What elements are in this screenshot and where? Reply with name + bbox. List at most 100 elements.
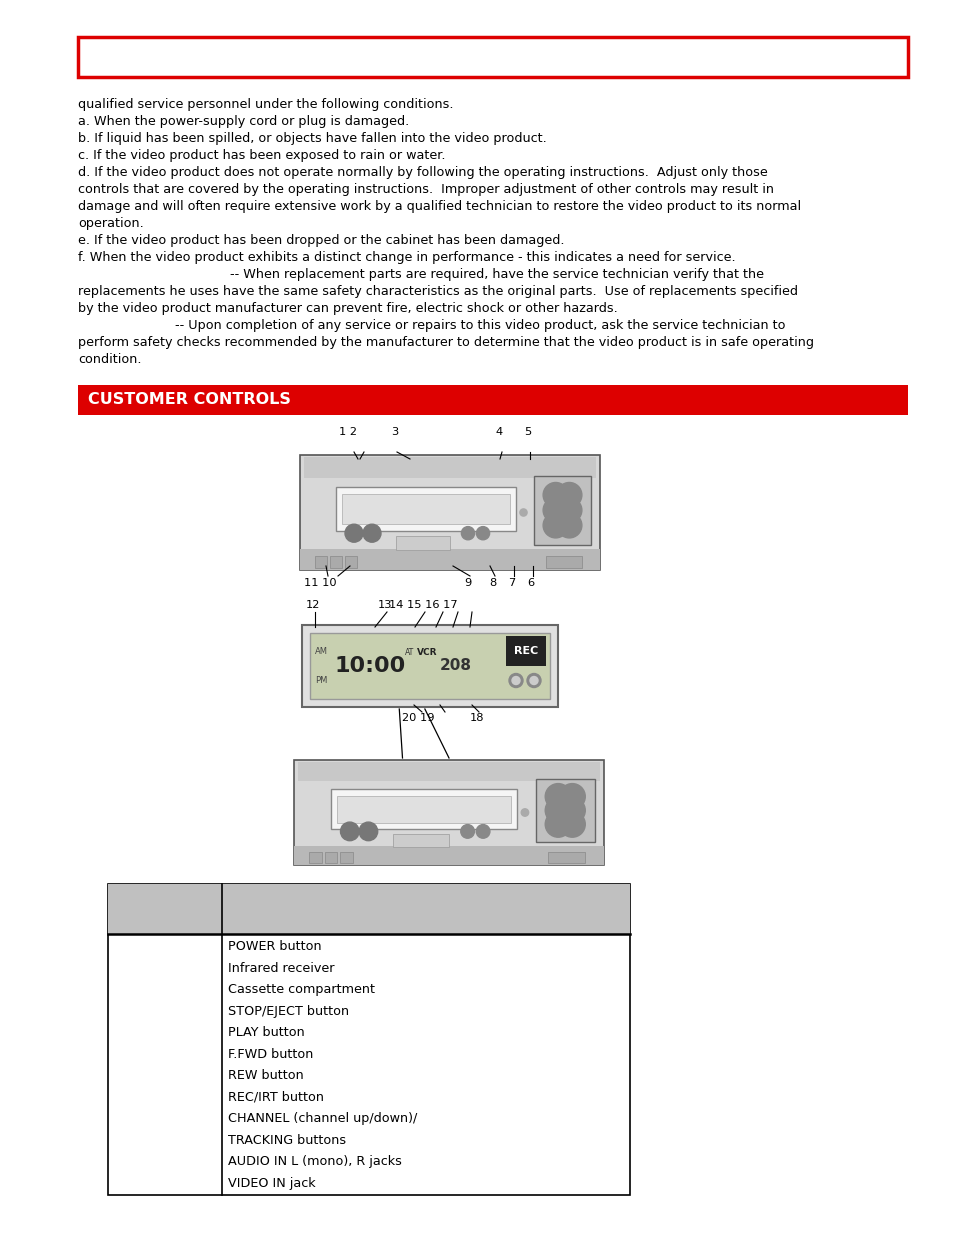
Text: c. If the video product has been exposed to rain or water.: c. If the video product has been exposed…	[78, 149, 445, 162]
Bar	[314, 556, 327, 568]
Text: STOP/EJECT button: STOP/EJECT button	[228, 1004, 349, 1018]
Circle shape	[512, 677, 519, 684]
Bar	[331, 789, 517, 829]
Circle shape	[345, 524, 363, 542]
Circle shape	[542, 483, 568, 508]
Bar	[78, 385, 907, 415]
Circle shape	[545, 811, 571, 837]
Text: Infrared receiver: Infrared receiver	[228, 962, 335, 974]
Text: b. If liquid has been spilled, or objects have fallen into the video product.: b. If liquid has been spilled, or object…	[78, 132, 546, 144]
Text: PM: PM	[314, 676, 327, 685]
Bar	[310, 634, 550, 699]
Circle shape	[476, 526, 489, 540]
Circle shape	[557, 483, 581, 508]
Text: damage and will often require extensive work by a qualified technician to restor: damage and will often require extensive …	[78, 200, 801, 212]
Circle shape	[530, 677, 537, 684]
Text: 13: 13	[377, 600, 392, 610]
Circle shape	[542, 498, 568, 522]
Text: CUSTOMER CONTROLS: CUSTOMER CONTROLS	[88, 393, 291, 408]
Text: operation.: operation.	[78, 217, 144, 230]
Text: f. When the video product exhibits a distinct change in performance - this indic: f. When the video product exhibits a dis…	[78, 251, 735, 264]
Bar	[299, 454, 599, 571]
Text: e. If the video product has been dropped or the cabinet has been damaged.: e. If the video product has been dropped…	[78, 233, 564, 247]
Bar	[78, 37, 907, 77]
Text: Cassette compartment: Cassette compartment	[228, 983, 375, 995]
Bar	[548, 852, 585, 863]
Bar	[340, 852, 353, 863]
Text: 14 15 16 17: 14 15 16 17	[388, 600, 456, 610]
Text: by the video product manufacturer can prevent fire, electric shock or other haza: by the video product manufacturer can pr…	[78, 303, 618, 315]
Circle shape	[358, 823, 377, 841]
Circle shape	[545, 798, 571, 824]
Text: 20 19: 20 19	[401, 713, 434, 722]
Text: VIDEO IN jack: VIDEO IN jack	[228, 1177, 315, 1189]
Text: a. When the power-supply cord or plug is damaged.: a. When the power-supply cord or plug is…	[78, 115, 409, 128]
Bar	[294, 846, 603, 864]
Text: AM: AM	[314, 647, 328, 656]
Circle shape	[340, 823, 358, 841]
Bar	[345, 556, 356, 568]
Text: 10:00: 10:00	[335, 656, 406, 676]
Text: replacements he uses have the same safety characteristics as the original parts.: replacements he uses have the same safet…	[78, 285, 797, 298]
Text: 1 2: 1 2	[338, 427, 356, 437]
Text: controls that are covered by the operating instructions.  Improper adjustment of: controls that are covered by the operati…	[78, 183, 773, 196]
Text: 3: 3	[391, 427, 398, 437]
Bar	[341, 494, 510, 524]
Bar	[304, 457, 596, 478]
Text: qualified service personnel under the following conditions.: qualified service personnel under the fo…	[78, 98, 453, 111]
Bar	[534, 475, 590, 545]
Circle shape	[545, 783, 571, 809]
Bar	[545, 556, 581, 568]
Text: CHANNEL (channel up/down)/: CHANNEL (channel up/down)/	[228, 1112, 416, 1125]
Text: 11 10: 11 10	[303, 578, 336, 588]
Circle shape	[460, 825, 474, 839]
Text: TRACKING buttons: TRACKING buttons	[228, 1134, 346, 1146]
Text: 8: 8	[489, 578, 497, 588]
Circle shape	[558, 783, 584, 809]
Circle shape	[461, 526, 474, 540]
Bar	[302, 625, 558, 706]
Text: -- When replacement parts are required, have the service technician verify that : -- When replacement parts are required, …	[230, 268, 763, 282]
Text: 5: 5	[524, 427, 531, 437]
Circle shape	[476, 825, 490, 839]
Text: condition.: condition.	[78, 353, 141, 366]
Bar	[393, 834, 449, 847]
Text: AUDIO IN L (mono), R jacks: AUDIO IN L (mono), R jacks	[228, 1155, 401, 1168]
Bar	[108, 884, 629, 1195]
Text: 12: 12	[306, 600, 320, 610]
Text: 7: 7	[508, 578, 515, 588]
Text: d. If the video product does not operate normally by following the operating ins: d. If the video product does not operate…	[78, 165, 767, 179]
Circle shape	[542, 513, 568, 538]
Circle shape	[526, 673, 540, 688]
Bar	[325, 852, 337, 863]
Bar	[536, 779, 594, 842]
Text: POWER button: POWER button	[228, 940, 321, 953]
Bar	[505, 636, 545, 666]
Text: 208: 208	[439, 658, 472, 673]
Bar	[294, 760, 603, 864]
Circle shape	[520, 809, 528, 816]
Bar	[330, 556, 341, 568]
Text: perform safety checks recommended by the manufacturer to determine that the vide: perform safety checks recommended by the…	[78, 336, 813, 350]
Text: 6: 6	[527, 578, 534, 588]
Text: REC/IRT button: REC/IRT button	[228, 1091, 324, 1104]
Text: REW button: REW button	[228, 1070, 303, 1082]
Circle shape	[558, 811, 584, 837]
Text: 18: 18	[469, 713, 484, 722]
Text: AT: AT	[405, 648, 414, 657]
Bar	[299, 550, 599, 571]
Text: 9: 9	[464, 578, 471, 588]
Text: VCR: VCR	[416, 648, 437, 657]
Circle shape	[519, 509, 527, 516]
Circle shape	[509, 673, 522, 688]
Text: PLAY button: PLAY button	[228, 1026, 304, 1039]
Circle shape	[558, 798, 584, 824]
Text: F.FWD button: F.FWD button	[228, 1047, 313, 1061]
Circle shape	[557, 498, 581, 522]
Bar	[395, 536, 450, 551]
Text: 4: 4	[495, 427, 502, 437]
Text: -- Upon completion of any service or repairs to this video product, ask the serv: -- Upon completion of any service or rep…	[174, 319, 784, 332]
Bar	[309, 852, 321, 863]
Text: REC: REC	[514, 646, 537, 656]
Bar	[297, 762, 599, 781]
